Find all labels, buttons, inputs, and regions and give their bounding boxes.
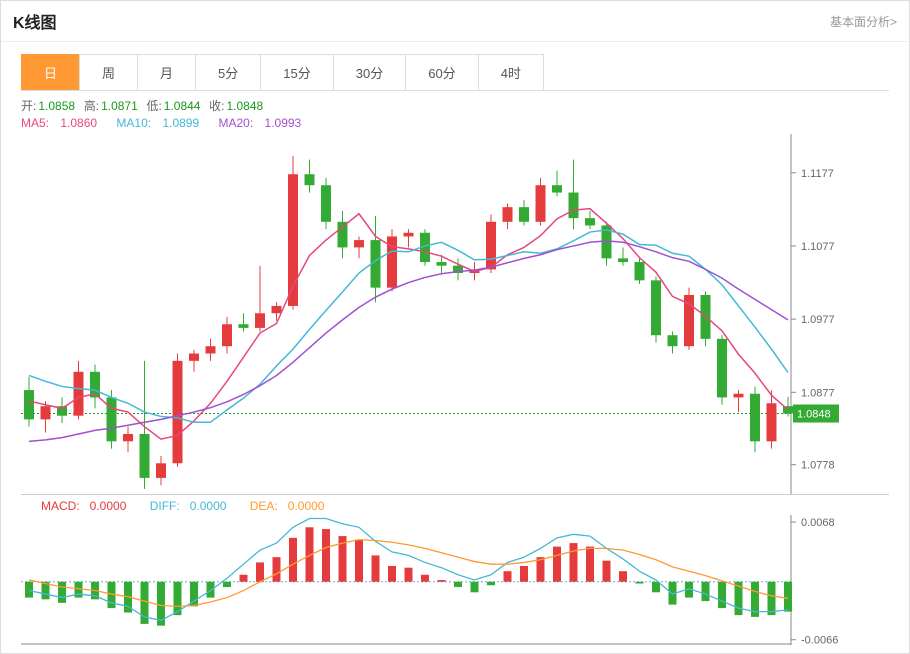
price-chart-wrap: 1.0778 1.0877 1.0977 1.1077 1.1177 1.0848 <box>21 134 889 494</box>
macd-chart-wrap: -0.0066 0.0068 <box>21 515 889 645</box>
svg-text:-0.0066: -0.0066 <box>801 635 838 645</box>
tab-月[interactable]: 月 <box>137 54 196 90</box>
svg-text:1.1077: 1.1077 <box>801 241 835 253</box>
ohlc-row: 开:1.0858 高:1.0871 低:1.0844 收:1.0848 <box>1 91 909 116</box>
analysis-link[interactable]: 基本面分析> <box>830 13 897 30</box>
svg-text:1.0977: 1.0977 <box>801 314 835 326</box>
ma20-label: MA20: 1.0993 <box>218 116 309 130</box>
macd-label: MACD:0.0000 <box>41 499 136 513</box>
dea-label: DEA:0.0000 <box>250 499 335 513</box>
tab-15分[interactable]: 15分 <box>260 54 333 90</box>
open-label: 开: <box>21 99 36 113</box>
svg-text:0.0068: 0.0068 <box>801 517 835 529</box>
timeframe-tabs: 日周月5分15分30分60分4时 <box>21 54 889 91</box>
svg-text:1.1177: 1.1177 <box>801 168 834 180</box>
header: K线图 基本面分析> <box>1 1 909 42</box>
tab-30分[interactable]: 30分 <box>333 54 406 90</box>
ma10-label: MA10: 1.0899 <box>116 116 207 130</box>
tab-5分[interactable]: 5分 <box>195 54 261 90</box>
diff-label: DIFF:0.0000 <box>150 499 237 513</box>
low-value: 1.0844 <box>164 99 201 113</box>
close-value: 1.0848 <box>227 99 264 113</box>
close-label: 收: <box>209 99 224 113</box>
svg-text:1.0778: 1.0778 <box>801 460 835 472</box>
tab-日[interactable]: 日 <box>21 54 80 90</box>
open-value: 1.0858 <box>38 99 75 113</box>
chart-container: K线图 基本面分析> 日周月5分15分30分60分4时 开:1.0858 高:1… <box>0 0 910 654</box>
chart-title: K线图 <box>13 9 57 33</box>
candlestick-chart[interactable]: 1.0778 1.0877 1.0977 1.1077 1.1177 1.0848 <box>21 134 841 494</box>
svg-text:1.0877: 1.0877 <box>801 387 835 399</box>
ma5-label: MA5: 1.0860 <box>21 116 105 130</box>
svg-text:1.0848: 1.0848 <box>797 409 831 421</box>
low-label: 低: <box>146 99 161 113</box>
macd-labels: MACD:0.0000 DIFF:0.0000 DEA:0.0000 <box>21 494 889 515</box>
tab-周[interactable]: 周 <box>79 54 138 90</box>
ma-row: MA5: 1.0860 MA10: 1.0899 MA20: 1.0993 <box>1 116 909 134</box>
tab-60分[interactable]: 60分 <box>405 54 478 90</box>
tab-4时[interactable]: 4时 <box>478 54 544 90</box>
macd-chart[interactable]: -0.0066 0.0068 <box>21 515 841 645</box>
high-value: 1.0871 <box>101 99 138 113</box>
high-label: 高: <box>84 99 99 113</box>
